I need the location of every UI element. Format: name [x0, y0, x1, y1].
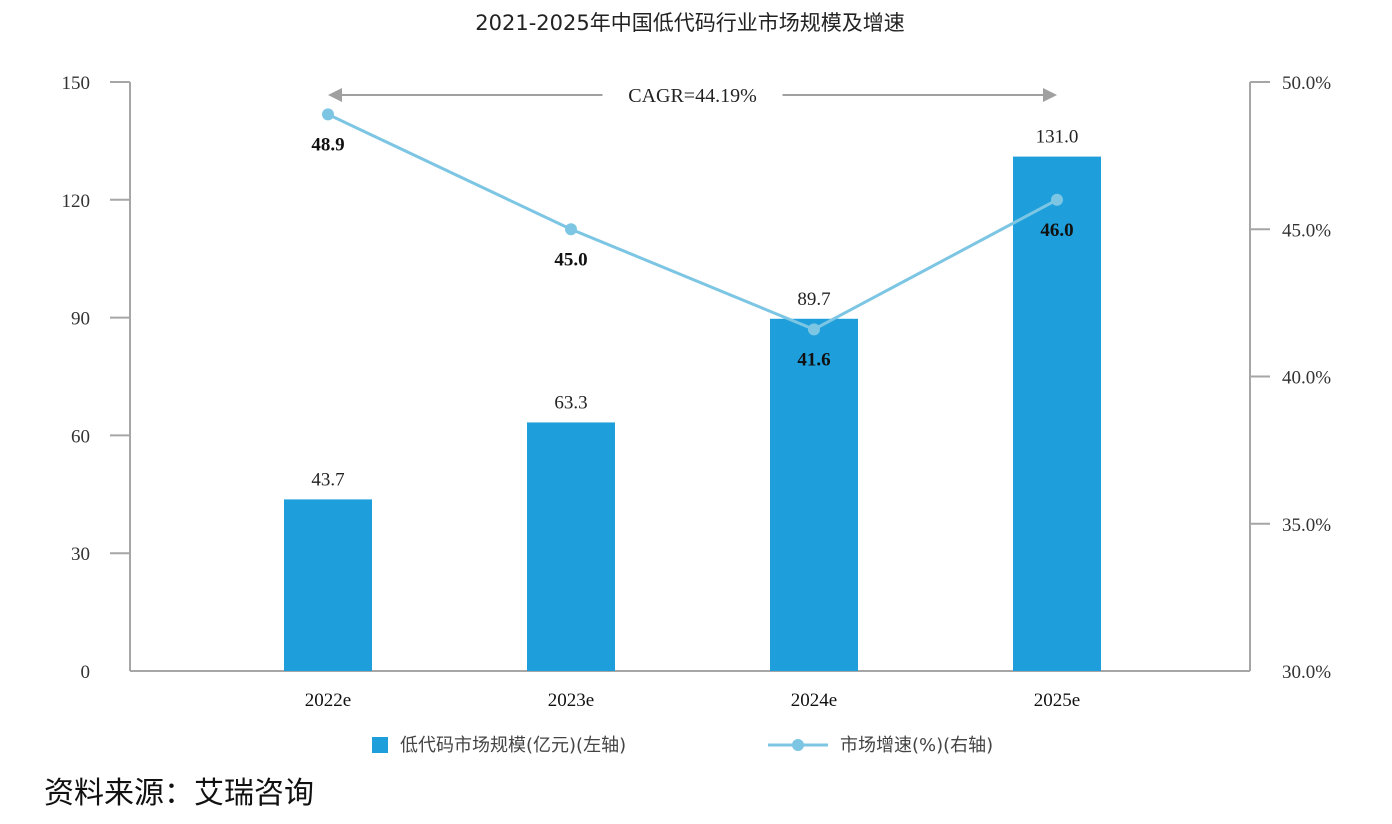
legend: 低代码市场规模(亿元)(左轴) 市场增速(%)(右轴)	[372, 735, 993, 756]
category-label: 2025e	[1034, 690, 1080, 711]
right-tick-label: 35.0%	[1282, 515, 1331, 536]
line-labels: 48.9 45.0 41.6 46.0	[311, 134, 1073, 370]
left-tick-label: 90	[71, 309, 90, 330]
growth-value-label: 45.0	[554, 249, 587, 270]
left-tick-label: 120	[62, 191, 91, 212]
category-labels: 2022e 2023e 2024e 2025e	[305, 690, 1080, 711]
left-tick-label: 150	[62, 73, 91, 94]
legend-line-marker-icon	[792, 739, 804, 751]
bar-2022e[interactable]	[284, 499, 372, 671]
cagr-annotation: CAGR=44.19%	[328, 85, 1057, 107]
left-tick-label: 60	[71, 426, 90, 447]
growth-value-label: 46.0	[1040, 220, 1073, 241]
bar-2023e[interactable]	[527, 422, 615, 671]
bar-value-label: 63.3	[554, 392, 587, 413]
bar-2024e[interactable]	[770, 318, 858, 671]
right-tick-label: 45.0%	[1282, 220, 1331, 241]
bar-value-label: 43.7	[311, 469, 344, 490]
right-tick-label: 40.0%	[1282, 368, 1331, 389]
cagr-label: CAGR=44.19%	[628, 85, 757, 107]
growth-value-label: 41.6	[797, 349, 830, 370]
left-tick-label: 0	[81, 662, 91, 683]
right-axis-ticks: 30.0% 35.0% 40.0% 45.0% 50.0%	[1250, 73, 1331, 683]
arrow-left-icon	[328, 88, 342, 102]
legend-label-market-size: 低代码市场规模(亿元)(左轴)	[400, 735, 626, 756]
bars	[284, 156, 1101, 671]
growth-line-series	[322, 108, 1063, 336]
bar-2025e[interactable]	[1013, 156, 1101, 671]
right-tick-label: 30.0%	[1282, 662, 1331, 683]
legend-bar-swatch-icon	[372, 737, 388, 753]
category-label: 2022e	[305, 690, 351, 711]
chart-title: 2021-2025年中国低代码行业市场规模及增速	[475, 11, 904, 35]
growth-line	[327, 113, 1058, 332]
legend-item-market-size[interactable]: 低代码市场规模(亿元)(左轴)	[372, 735, 626, 756]
growth-value-label: 48.9	[311, 134, 344, 155]
growth-point-2022e[interactable]	[322, 108, 334, 121]
growth-point-2025e[interactable]	[1051, 193, 1063, 206]
growth-point-2024e[interactable]	[808, 323, 820, 336]
right-tick-label: 50.0%	[1282, 73, 1331, 94]
legend-item-growth-rate[interactable]: 市场增速(%)(右轴)	[768, 735, 993, 756]
source-note: 资料来源：艾瑞咨询	[44, 776, 314, 811]
left-axis-ticks: 0 30 60 90 120 150	[62, 73, 130, 683]
legend-label-growth-rate: 市场增速(%)(右轴)	[840, 735, 993, 756]
bar-value-label: 89.7	[797, 289, 830, 310]
growth-point-2023e[interactable]	[565, 223, 577, 236]
bar-labels: 43.7 63.3 89.7 131.0	[311, 127, 1078, 491]
category-label: 2023e	[548, 690, 594, 711]
bar-value-label: 131.0	[1036, 127, 1079, 148]
arrow-right-icon	[1043, 88, 1057, 102]
left-tick-label: 30	[71, 544, 90, 565]
category-label: 2024e	[791, 690, 837, 711]
